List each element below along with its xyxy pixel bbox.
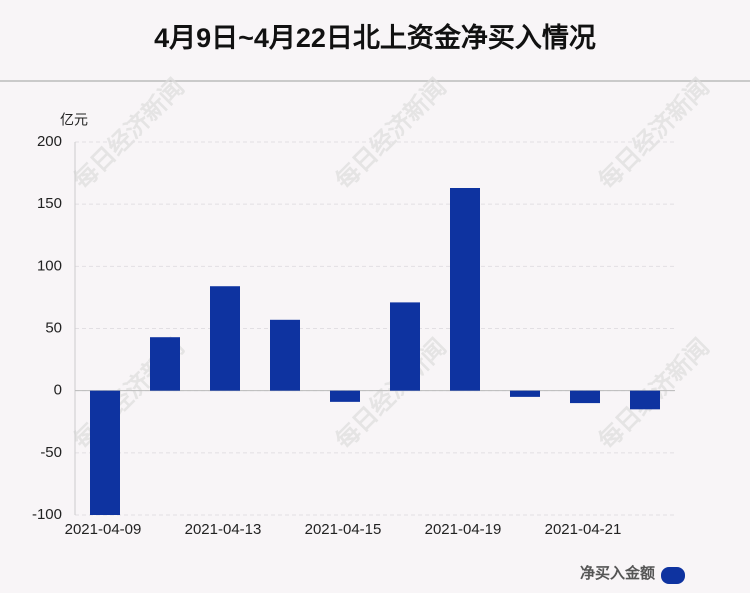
bar bbox=[270, 319, 300, 391]
x-tick-label: 2021-04-15 bbox=[305, 521, 382, 538]
y-tick-label: 50 bbox=[45, 319, 62, 336]
y-unit: 亿元 bbox=[60, 112, 88, 128]
y-tick-label: 200 bbox=[37, 133, 62, 150]
y-tick-label: 150 bbox=[37, 195, 62, 212]
bar bbox=[330, 390, 360, 402]
y-tick-label: -100 bbox=[32, 506, 62, 523]
x-tick-label: 2021-04-19 bbox=[425, 521, 502, 538]
y-tick-label: 0 bbox=[54, 382, 62, 399]
bar bbox=[90, 390, 120, 515]
legend-label: 净买入金额 bbox=[580, 564, 655, 582]
x-tick-label: 2021-04-21 bbox=[545, 521, 622, 538]
bar bbox=[510, 390, 540, 397]
chart-title: 4月9日~4月22日北上资金净买入情况 bbox=[154, 22, 596, 53]
bar bbox=[450, 188, 480, 391]
legend-swatch bbox=[661, 567, 685, 584]
y-tick-label: 100 bbox=[37, 257, 62, 274]
bar bbox=[570, 390, 600, 404]
bar bbox=[150, 337, 180, 391]
x-tick-label: 2021-04-13 bbox=[185, 521, 262, 538]
bar bbox=[390, 302, 420, 391]
bar bbox=[630, 390, 660, 410]
x-tick-label: 2021-04-09 bbox=[65, 521, 142, 538]
y-tick-label: -50 bbox=[40, 444, 62, 461]
bar bbox=[210, 286, 240, 391]
